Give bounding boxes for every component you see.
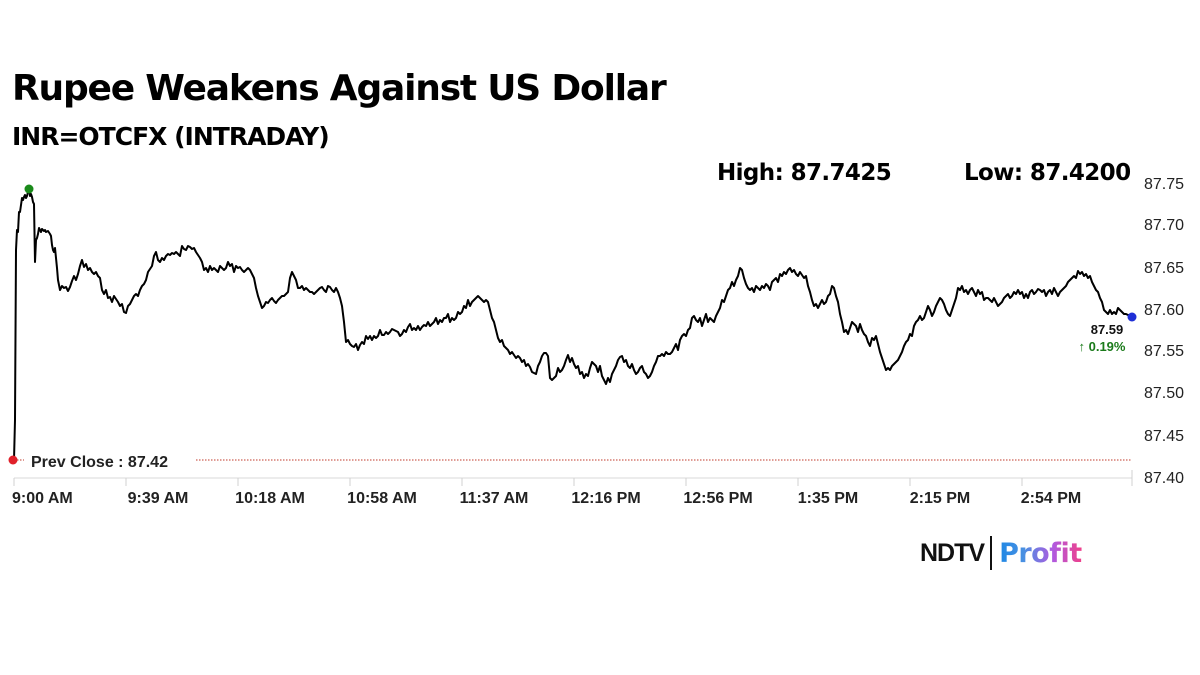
x-tick-label: 10:18 AM xyxy=(235,490,305,507)
x-axis-ticks xyxy=(13,470,1133,486)
x-tick-label: 12:16 PM xyxy=(571,490,640,507)
x-tick-label: 11:37 AM xyxy=(460,490,529,507)
y-tick-label: 87.60 xyxy=(1144,302,1184,319)
x-axis: 9:00 AM 9:39 AM 10:18 AM 10:58 AM 11:37 … xyxy=(12,490,1081,507)
chart-subtitle: INR=OTCFX (INTRADAY) xyxy=(12,122,330,151)
price-line xyxy=(13,187,1133,461)
x-tick-label: 9:39 AM xyxy=(128,490,189,507)
y-tick-label: 87.70 xyxy=(1144,217,1184,234)
y-tick-label: 87.65 xyxy=(1144,260,1184,277)
ndtv-profit-logo: NDTV Profit xyxy=(920,535,1082,571)
high-marker xyxy=(24,184,34,194)
profit-wordmark: Profit xyxy=(999,537,1082,569)
price-change-label: ↑ 0.19% xyxy=(1079,339,1126,354)
last-price-marker xyxy=(1127,312,1137,322)
x-tick-label: 10:58 AM xyxy=(347,490,417,507)
x-tick-label: 1:35 PM xyxy=(798,490,858,507)
x-tick-label: 2:54 PM xyxy=(1021,490,1081,507)
x-tick-label: 9:00 AM xyxy=(12,490,73,507)
y-tick-label: 87.75 xyxy=(1144,176,1184,193)
logo-divider xyxy=(990,536,993,570)
x-tick-label: 2:15 PM xyxy=(910,490,970,507)
ndtv-wordmark: NDTV xyxy=(920,538,985,567)
last-price-label: 87.59 xyxy=(1091,322,1124,337)
chart-title: Rupee Weakens Against US Dollar xyxy=(12,68,667,109)
low-marker xyxy=(8,455,18,465)
y-tick-label: 87.40 xyxy=(1144,470,1184,487)
x-tick-label: 12:56 PM xyxy=(683,490,752,507)
low-value: Low: 87.4200 xyxy=(964,160,1131,186)
y-tick-label: 87.50 xyxy=(1144,385,1184,402)
prev-close-label: Prev Close : 87.42 xyxy=(31,454,168,471)
y-tick-label: 87.45 xyxy=(1144,428,1184,445)
high-value: High: 87.7425 xyxy=(717,160,892,186)
y-tick-label: 87.55 xyxy=(1144,343,1184,360)
y-axis: 87.75 87.70 87.65 87.60 87.55 87.50 87.4… xyxy=(1144,176,1184,487)
